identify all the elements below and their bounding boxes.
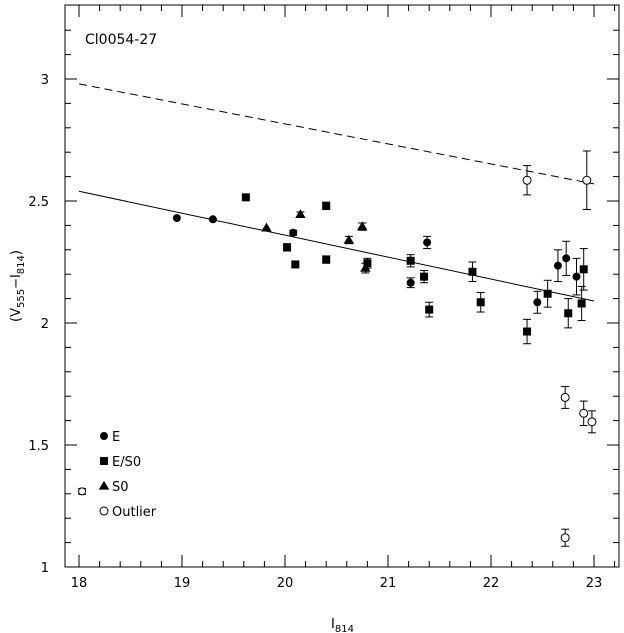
- x-tick-label: 20: [277, 576, 294, 591]
- series-s0: [261, 209, 371, 274]
- y-axis-label-close: ): [9, 250, 24, 255]
- point-s0: [343, 234, 355, 244]
- point-s0: [261, 222, 272, 232]
- x-tick-label: 23: [586, 576, 603, 591]
- point-e-s0: [241, 193, 250, 202]
- plot-frame: [64, 4, 620, 568]
- point-outlier: [579, 408, 589, 418]
- point-e-s0: [564, 309, 573, 318]
- point-e-s0: [523, 327, 532, 336]
- series-e: [172, 214, 581, 314]
- point-e: [553, 261, 562, 270]
- series-outlier: [522, 150, 597, 547]
- point-e-s0: [283, 243, 292, 252]
- y-axis-label-sub2: 814: [16, 255, 27, 274]
- legend-label: E/S0: [112, 455, 141, 470]
- y-tick-label: 2: [41, 317, 49, 332]
- x-axis-label-subscript: 814: [335, 624, 354, 633]
- legend-label: S0: [112, 480, 129, 495]
- reference-error-marker: [78, 487, 87, 496]
- legend-label: E: [112, 430, 120, 445]
- x-tick-label: 19: [174, 576, 191, 591]
- x-tick-labels: 18 19 20 21 22 23: [71, 576, 603, 591]
- series-e-s0: [241, 193, 588, 345]
- point-e-s0: [322, 201, 331, 210]
- point-e: [172, 214, 181, 223]
- point-e-s0: [577, 299, 586, 308]
- point-e-s0: [543, 289, 552, 298]
- fit-lines: [78, 83, 595, 302]
- y-tick-label: 2.5: [28, 195, 49, 210]
- point-outlier: [560, 392, 570, 402]
- x-axis-label-main: I: [331, 617, 335, 632]
- point-outlier: [582, 175, 592, 185]
- legend-marker-e-s0: [100, 457, 108, 465]
- point-e: [533, 298, 542, 307]
- point-e: [208, 215, 217, 224]
- point-e-s0: [406, 256, 415, 265]
- point-e-s0: [291, 260, 300, 269]
- legend-label: Outlier: [112, 505, 157, 520]
- x-axis-label: I814: [331, 617, 354, 633]
- point-e-s0: [476, 298, 485, 307]
- data-points: [172, 150, 597, 547]
- point-e-s0: [322, 255, 331, 264]
- point-e-s0: [468, 267, 477, 276]
- axis-ticks: [65, 5, 619, 568]
- point-e: [562, 254, 571, 263]
- point-outlier: [587, 417, 597, 427]
- x-tick-label: 22: [483, 576, 500, 591]
- y-tick-labels: 1 1.5 2 2.5 3: [28, 73, 49, 576]
- point-s0: [360, 262, 371, 272]
- chart-title: Cl0054-27: [85, 32, 157, 48]
- y-axis-label: (V555−I814): [9, 250, 27, 322]
- point-e-s0: [420, 272, 429, 281]
- y-axis-label-mid: −I: [9, 274, 24, 289]
- point-e: [289, 228, 298, 237]
- point-outlier: [522, 175, 532, 185]
- solid-fit-line: [78, 190, 595, 302]
- point-e-s0: [579, 265, 588, 274]
- point-e: [572, 272, 581, 281]
- reference-error-bar: [78, 487, 87, 496]
- legend-marker-s0: [98, 480, 110, 490]
- y-axis-label-open: (V: [9, 308, 24, 322]
- y-axis-label-sub1: 555: [16, 289, 27, 308]
- y-tick-label: 1: [41, 561, 49, 576]
- legend: E E/S0 S0 Outlier: [98, 430, 157, 520]
- point-e: [423, 238, 432, 247]
- point-outlier: [560, 533, 570, 543]
- y-tick-label: 3: [41, 73, 49, 88]
- dashed-fit-line: [78, 83, 595, 185]
- legend-marker-e: [100, 432, 108, 440]
- point-s0: [295, 209, 306, 219]
- x-tick-label: 18: [71, 576, 88, 591]
- y-tick-label: 1.5: [28, 439, 49, 454]
- x-tick-label: 21: [380, 576, 397, 591]
- point-s0: [357, 221, 368, 231]
- point-e-s0: [425, 305, 434, 314]
- point-e: [406, 278, 415, 287]
- legend-marker-outlier: [99, 506, 109, 516]
